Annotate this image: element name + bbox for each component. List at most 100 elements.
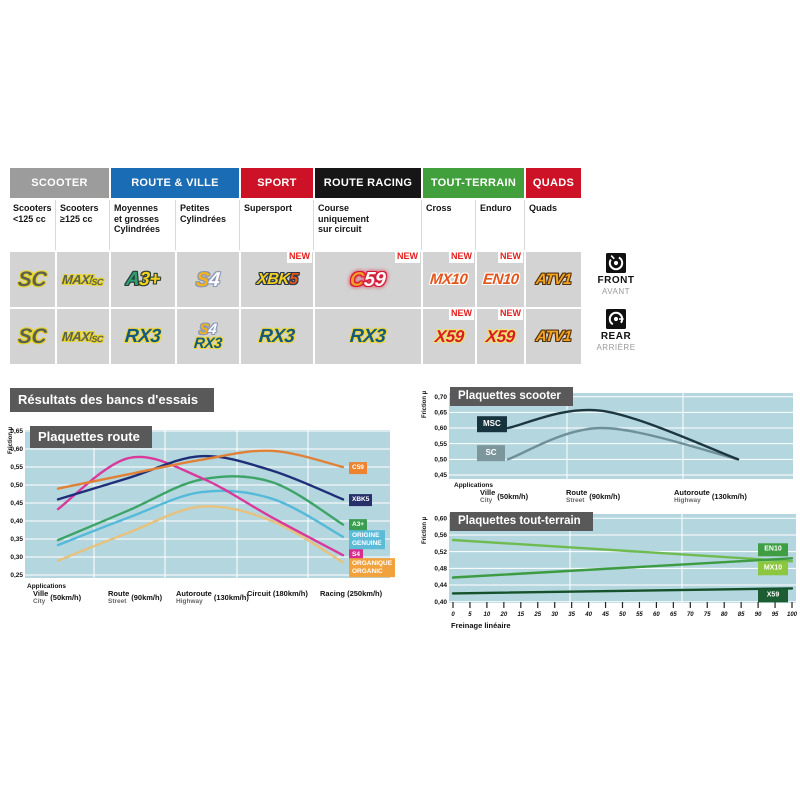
product-cell-front: SC (10, 252, 55, 307)
product-cell-front: S4 (177, 252, 239, 307)
x-category-label: Ville City (50km/h) (33, 589, 82, 606)
y-axis-label: Friction µ (422, 390, 428, 418)
x-tick-label: 70 (687, 612, 694, 618)
product-logo-sc: SC (17, 325, 48, 348)
x-tick-label: 55 (636, 612, 643, 618)
x-tick-label: 80 (721, 612, 728, 618)
series-line-c59 (56, 449, 345, 490)
category-header-route-ville: ROUTE & VILLE (111, 168, 239, 198)
y-tick-label: 0,50 (10, 482, 23, 489)
y-tick-label: 0,30 (10, 554, 23, 561)
x-category-label: Ville City (50km/h) (480, 488, 529, 505)
series-label-x59: X59 (758, 589, 788, 603)
y-tick-label: 0,65 (434, 410, 447, 417)
x-tick-label: 65 (670, 612, 677, 618)
x-tick-label: 40 (584, 612, 592, 618)
product-logo-xbk5: XBK5 (255, 270, 299, 288)
product-cell-front: MAXISC (57, 252, 109, 307)
x-axis-label: Freinage linéaire (451, 621, 511, 630)
x-tick-label: 90 (755, 612, 762, 618)
x-category-names: Ville City (33, 589, 49, 606)
x-category-names: Autoroute Highway (176, 589, 212, 606)
product-cell-front: A3+ (111, 252, 175, 307)
x-tick-label: 0 (451, 612, 455, 618)
y-axis-label: Friction µ (422, 516, 428, 544)
x-axis-label: Applications (27, 583, 67, 590)
x-category-names: Route Street (108, 589, 130, 606)
product-table: SCOOTER ROUTE & VILLE SPORT ROUTE RACING TOU… (10, 168, 581, 364)
series-line-en10 (451, 557, 794, 579)
new-badge: NEW (395, 251, 420, 263)
product-cell-front: NEW MX10 (423, 251, 475, 307)
category-header-sport: SPORT (241, 168, 313, 198)
x-tick-label: 35 (568, 612, 575, 618)
x-tick-label: 45 (601, 612, 609, 618)
category-header-route-racing: ROUTE RACING (315, 168, 421, 198)
section-title: Résultats des bancs d'essais (10, 388, 215, 412)
series-label-xbk5: XBK5 (349, 494, 373, 507)
subheader-cell: Moyennes et grosses Cylindrées (109, 200, 175, 250)
y-tick-label: 0,52 (434, 549, 447, 556)
series-label-en10: EN10 (758, 543, 788, 557)
y-tick-label: 0,44 (434, 582, 447, 589)
x-tick-label: 30 (551, 612, 558, 618)
x-tick-label: 50 (619, 612, 626, 618)
subheader-cell: Enduro (475, 200, 524, 250)
y-tick-label: 0,60 (434, 425, 447, 432)
product-logo-rx3: RX3 (193, 335, 223, 352)
product-cell-rear: SC (10, 309, 55, 364)
front-label: FRONT (597, 275, 635, 286)
x-tick-label: 75 (704, 612, 711, 618)
subheader-cell: Quads (524, 200, 581, 250)
series-line-xbk5 (56, 454, 345, 501)
chart-plaquettes-route: 0,65 0,60 0,55 0,50 0,45 0,40 0,35 0,30 0,25 C59 X… (8, 420, 408, 620)
subheader-cell: Scooters ≥125 cc (55, 200, 109, 250)
y-tick-label: 0,45 (10, 500, 23, 507)
y-axis-label: Friction µ (8, 426, 14, 454)
product-cell-rear: S4 RX3 (177, 309, 239, 364)
y-tick-label: 0,25 (10, 572, 23, 579)
product-cell-rear: RX3 (315, 309, 421, 364)
product-cell-rear: RX3 (241, 309, 313, 364)
product-logo-c59: C59 (349, 268, 387, 291)
chart-plaquettes-scooter: 0,70 0,65 0,60 0,55 0,50 0,45 MSC SC Plaquettes … (418, 385, 800, 508)
product-logo-x59: X59 (485, 327, 516, 346)
product-logo-atv1: ATV1 (535, 271, 572, 288)
subheader-cell: Supersport (239, 200, 313, 250)
product-logo-rx3: RX3 (124, 326, 162, 347)
series-line-x59 (451, 587, 794, 595)
y-tick-label: 0,48 (434, 566, 447, 573)
series-line-sc (506, 426, 740, 461)
x-category-names: Ville City (480, 488, 496, 505)
new-badge: NEW (449, 308, 474, 320)
x-tick-label: 25 (533, 612, 541, 618)
front-sub-label: AVANT (602, 287, 630, 296)
product-cell-front: NEW C59 (315, 251, 421, 307)
product-logo-rx3: RX3 (258, 326, 296, 347)
subheader-cell: Scooters <125 cc (10, 200, 55, 250)
series-line-msc (506, 408, 740, 461)
product-logo-maxisc: MAXISC (61, 271, 104, 287)
product-cell-front: ATV1 (526, 252, 581, 307)
new-badge: NEW (287, 251, 312, 263)
y-tick-label: 0,55 (434, 441, 447, 448)
x-tick-label: 15 (517, 612, 524, 618)
product-cell-rear: RX3 (111, 309, 175, 364)
front-legend: FRONT AVANT (588, 253, 644, 296)
product-cell-rear: MAXISC (57, 309, 109, 364)
category-header-tout-terrain: TOUT-TERRAIN (423, 168, 524, 198)
product-logo-x59: X59 (433, 327, 465, 346)
series-label-sc: SC (477, 445, 505, 462)
x-tick-label: 20 (500, 612, 508, 618)
new-badge: NEW (498, 251, 523, 263)
y-tick-label: 0,55 (10, 464, 23, 471)
x-category-names: Autoroute Highway (674, 488, 710, 505)
chart-title: Plaquettes scooter (450, 387, 573, 406)
new-badge: NEW (449, 251, 474, 263)
product-logo-en10: EN10 (481, 271, 520, 288)
product-cell-rear: NEW X59 (423, 308, 475, 364)
chart-plaquettes-tout-terrain: 0,60 0,56 0,52 0,48 0,44 0,40 0 5 10 20 15 25 30 35 40… (418, 508, 800, 640)
y-tick-label: 0,35 (10, 536, 23, 543)
series-label-c59: C59 (349, 461, 367, 474)
